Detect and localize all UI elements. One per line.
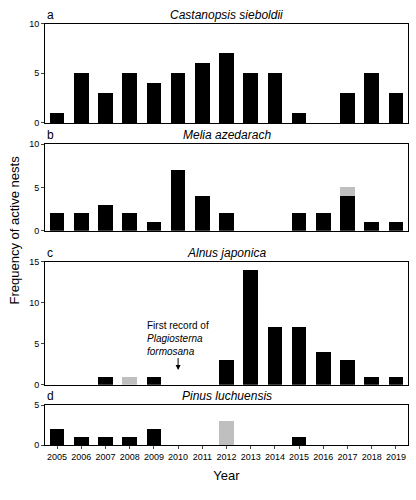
svg-text:2019: 2019 bbox=[386, 452, 406, 462]
svg-text:First record ofPlagiosternafor: First record ofPlagiosternaformosana bbox=[147, 320, 209, 357]
svg-text:2013: 2013 bbox=[241, 452, 261, 462]
svg-text:2006: 2006 bbox=[71, 452, 91, 462]
svg-text:2010: 2010 bbox=[168, 452, 188, 462]
svg-text:2015: 2015 bbox=[289, 452, 309, 462]
svg-text:2014: 2014 bbox=[265, 452, 285, 462]
svg-text:0: 0 bbox=[34, 118, 39, 128]
svg-text:d: d bbox=[47, 389, 54, 403]
svg-text:5: 5 bbox=[34, 339, 39, 349]
svg-text:5: 5 bbox=[34, 400, 39, 410]
svg-text:2017: 2017 bbox=[337, 452, 357, 462]
svg-text:2005: 2005 bbox=[47, 452, 67, 462]
svg-text:2011: 2011 bbox=[193, 452, 212, 462]
svg-text:Frequency of active nests: Frequency of active nests bbox=[7, 156, 22, 305]
svg-text:Alnus japonica: Alnus japonica bbox=[187, 246, 266, 260]
svg-text:2009: 2009 bbox=[144, 452, 164, 462]
svg-text:10: 10 bbox=[29, 139, 39, 149]
svg-text:2012: 2012 bbox=[216, 452, 236, 462]
svg-text:Melia azedarach: Melia azedarach bbox=[183, 128, 271, 142]
svg-text:Pinus luchuensis: Pinus luchuensis bbox=[182, 389, 272, 403]
svg-text:0: 0 bbox=[34, 440, 39, 450]
svg-text:Year: Year bbox=[213, 468, 240, 483]
svg-text:10: 10 bbox=[29, 19, 39, 29]
svg-text:5: 5 bbox=[34, 68, 39, 78]
svg-text:15: 15 bbox=[29, 257, 39, 267]
svg-text:2007: 2007 bbox=[95, 452, 115, 462]
svg-text:a: a bbox=[47, 8, 54, 22]
svg-text:0: 0 bbox=[34, 226, 39, 236]
svg-text:c: c bbox=[47, 246, 53, 260]
svg-text:5: 5 bbox=[34, 183, 39, 193]
svg-text:0: 0 bbox=[34, 380, 39, 390]
svg-text:2018: 2018 bbox=[362, 452, 382, 462]
svg-text:2016: 2016 bbox=[313, 452, 333, 462]
svg-text:10: 10 bbox=[29, 298, 39, 308]
svg-text:Castanopsis sieboldii: Castanopsis sieboldii bbox=[170, 8, 283, 22]
svg-text:b: b bbox=[47, 128, 54, 142]
svg-text:2008: 2008 bbox=[120, 452, 140, 462]
